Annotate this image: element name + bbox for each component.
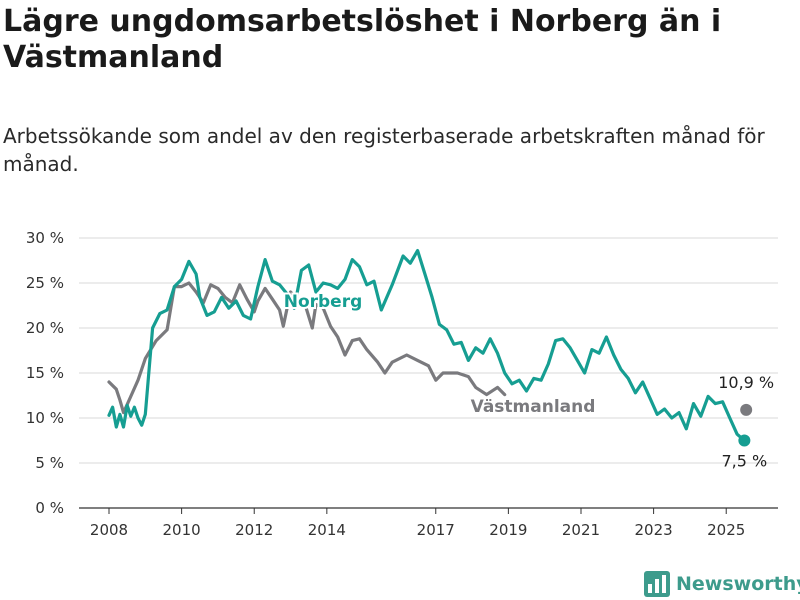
norberg-end-label: 7,5 % (722, 452, 768, 471)
x-tick-label: 2010 (163, 521, 201, 539)
series-line-norberg (107, 249, 746, 443)
chart-subtitle: Arbetssökande som andel av den registerb… (3, 124, 765, 176)
x-tick-label: 2012 (235, 521, 273, 539)
chart-title: Lägre ungdomsarbetslöshet i Norberg än i… (3, 4, 722, 75)
norberg-end-point (738, 434, 751, 447)
series-lines (107, 249, 746, 443)
series-labels: 10,9 % 7,5 % Norberg Västmanland (282, 290, 774, 471)
y-tick-label: 10 % (26, 409, 64, 427)
axes: 0 % 5 % 10 % 15 % 20 % 25 % 30 % 2008 2010 2012 20… (26, 229, 745, 539)
vastmanland-end-label: 10,9 % (718, 373, 774, 392)
newsworthy-bar-chart-icon (644, 571, 670, 597)
y-tick-label: 30 % (26, 229, 64, 247)
x-tick-label: 2023 (635, 521, 673, 539)
y-tick-label: 20 % (26, 319, 64, 337)
vastmanland-series-label: Västmanland (471, 397, 596, 417)
vastmanland-end-point (740, 403, 753, 416)
x-tick-label: 2021 (562, 521, 600, 539)
newsworthy-logo[interactable]: Newsworthy (644, 571, 800, 597)
x-tick-label: 2017 (417, 521, 455, 539)
brand-name: Newsworthy (676, 573, 800, 595)
x-tick-label: 2025 (707, 521, 745, 539)
series-line-v-stmanland (107, 281, 507, 415)
x-tick-label: 2019 (489, 521, 527, 539)
y-tick-label: 0 % (35, 499, 64, 517)
x-tick-label: 2008 (90, 521, 128, 539)
norberg-series-label: Norberg (284, 292, 363, 312)
y-tick-label: 15 % (26, 364, 64, 382)
y-tick-label: 25 % (26, 274, 64, 292)
gridlines (79, 237, 778, 509)
x-tick-label: 2014 (308, 521, 346, 539)
y-tick-label: 5 % (35, 454, 64, 472)
